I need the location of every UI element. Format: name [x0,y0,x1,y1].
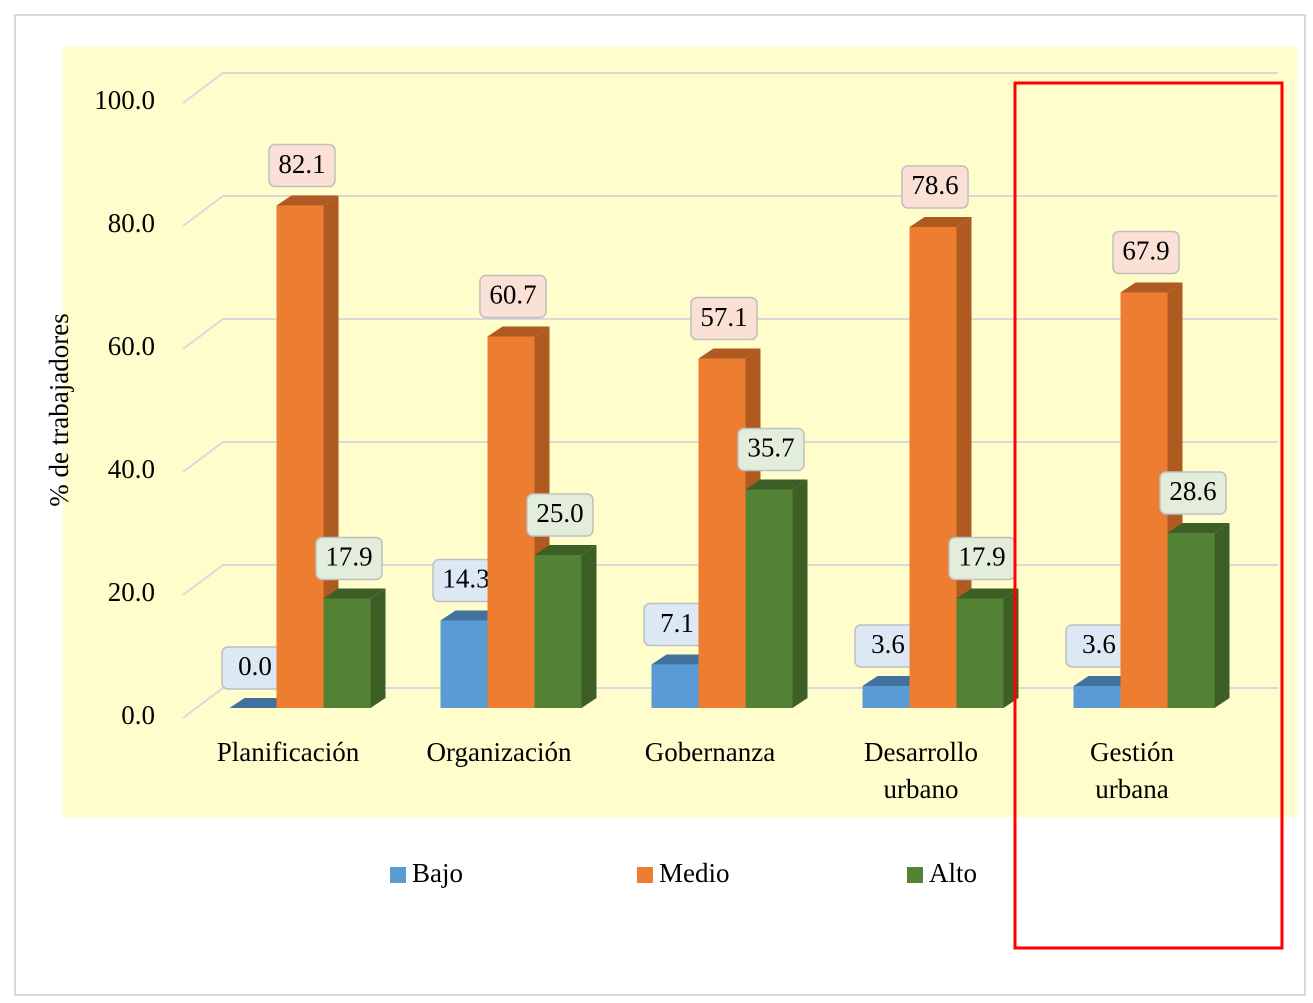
bar-side [792,479,808,708]
data-label: 28.6 [1169,476,1216,506]
x-tick-label: Planificación [217,737,360,767]
data-label-box [526,493,594,537]
data-label: 3.6 [1082,629,1116,659]
bar-top [698,348,761,359]
y-tick-label: 40.0 [108,454,155,484]
data-label: 78.6 [911,170,958,200]
data-label: 60.7 [489,280,536,310]
legend-label: Medio [659,858,730,888]
y-tick-label: 80.0 [108,208,155,238]
x-tick-label: Desarrollo urbano [864,737,978,804]
bar [1073,685,1121,708]
data-label-box [1112,230,1180,275]
bar-top [1167,522,1230,533]
bar-top [956,588,1019,599]
bar [745,489,793,708]
bar-side [956,216,972,708]
bar-top [276,195,339,206]
data-label-box [901,165,969,209]
bar-top [1120,282,1183,293]
bar-top [862,675,925,686]
data-label-box [1159,471,1227,515]
y-axis-title: % de trabajadores [44,313,74,506]
bar [1167,532,1215,708]
data-label: 57.1 [700,302,747,332]
highlight-box [1013,81,1284,950]
y-tick-label: 0.0 [121,700,155,730]
bar [276,205,324,708]
x-tick-label: Gobernanza [645,737,775,767]
data-label-box [268,143,336,188]
data-label: 35.7 [747,433,794,463]
bar [956,598,1004,708]
bar [909,226,957,708]
bar-top [651,654,714,665]
data-label: 14.3 [442,564,489,594]
bar [440,620,488,708]
y-tick-label: 60.0 [108,331,155,361]
plot: 0.0 20.0 40.0 60.0 80.0 100.0 Planificación 0.0… [94,72,1278,888]
data-label: 25.0 [536,498,583,528]
data-label: 67.9 [1122,236,1169,266]
bar-side [581,545,597,708]
bar [323,598,371,708]
bar-top [229,698,292,708]
data-label: 7.1 [660,608,694,638]
data-label-box [737,427,805,472]
bar-top [487,326,550,337]
data-label: 3.6 [871,629,905,659]
data-label: 82.1 [278,149,325,179]
x-tick-label: Organización [427,737,572,767]
legend-label: Bajo [412,858,463,888]
bar [651,664,699,708]
bar-top [534,545,597,555]
bar-top [909,216,972,227]
bar-top [745,479,808,490]
grid-line [182,72,1278,104]
bar-top [1073,675,1136,686]
data-label-box [690,296,758,341]
bar [698,358,746,708]
data-label: 17.9 [325,542,372,572]
data-label: 0.0 [238,651,272,681]
y-tick-label: 20.0 [108,577,155,607]
legend-swatch [637,867,653,883]
data-label: 17.9 [958,542,1005,572]
legend-swatch [907,867,923,883]
legend-swatch [390,867,406,883]
x-tick-label: Gestión urbana [1090,737,1174,804]
bar-top [323,588,386,599]
data-label-box [315,536,383,581]
bar-top [440,610,503,621]
bar-side [370,588,386,708]
bar [862,685,910,708]
data-label-box [479,274,547,319]
bar [534,555,582,708]
legend-label: Alto [929,858,977,888]
bar-side [1214,522,1230,708]
y-tick-label: 100.0 [94,85,155,115]
